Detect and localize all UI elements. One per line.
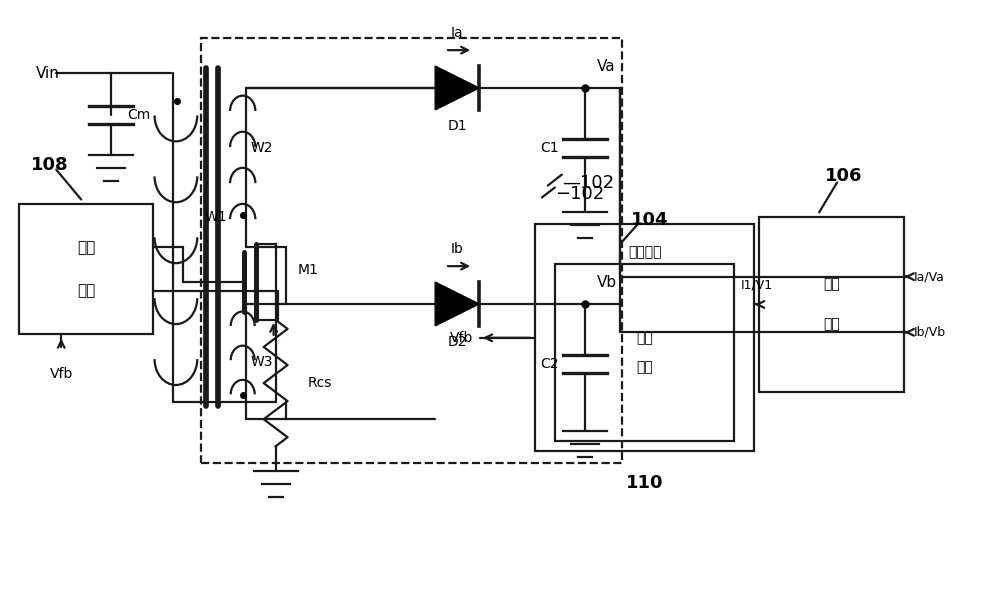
Text: C1: C1 (541, 141, 559, 155)
Text: D2: D2 (447, 335, 467, 349)
Text: 网络: 网络 (636, 361, 653, 375)
Text: M1: M1 (298, 263, 318, 277)
Text: Ia: Ia (451, 26, 463, 40)
Polygon shape (435, 66, 479, 110)
Text: 电路: 电路 (823, 317, 840, 332)
Bar (201, 38, 622, 463)
Text: 106: 106 (825, 166, 863, 185)
Text: Ib: Ib (451, 242, 464, 256)
Text: Ia/Va: Ia/Va (914, 270, 945, 283)
Polygon shape (435, 282, 479, 326)
Text: 104: 104 (631, 211, 668, 229)
Text: W2: W2 (251, 141, 273, 155)
Text: 110: 110 (626, 474, 663, 492)
Text: 电路: 电路 (77, 284, 95, 298)
Text: Vfb: Vfb (450, 331, 473, 345)
Text: Cm: Cm (127, 108, 151, 122)
Text: I1/V1: I1/V1 (741, 278, 773, 291)
Text: Va: Va (597, 59, 615, 73)
Text: 转换: 转换 (823, 278, 840, 291)
Text: D1: D1 (447, 119, 467, 133)
Text: 反馈电路: 反馈电路 (628, 245, 661, 259)
Text: Ib/Vb: Ib/Vb (914, 326, 946, 339)
Bar (555, 264, 734, 441)
Text: Rcs: Rcs (308, 376, 332, 390)
Bar (535, 224, 754, 451)
Text: Vb: Vb (597, 275, 617, 289)
Bar (19, 204, 153, 334)
Text: W3: W3 (251, 355, 273, 369)
Text: C2: C2 (541, 357, 559, 371)
Text: Vfb: Vfb (50, 366, 73, 381)
Text: 控制: 控制 (77, 240, 95, 255)
Text: W1: W1 (205, 210, 227, 224)
Text: Vin: Vin (36, 66, 60, 81)
Text: 108: 108 (30, 156, 68, 173)
Text: 电阻: 电阻 (636, 331, 653, 345)
Bar (759, 217, 904, 391)
Text: −102: −102 (555, 185, 604, 204)
Text: —102: —102 (562, 173, 614, 192)
